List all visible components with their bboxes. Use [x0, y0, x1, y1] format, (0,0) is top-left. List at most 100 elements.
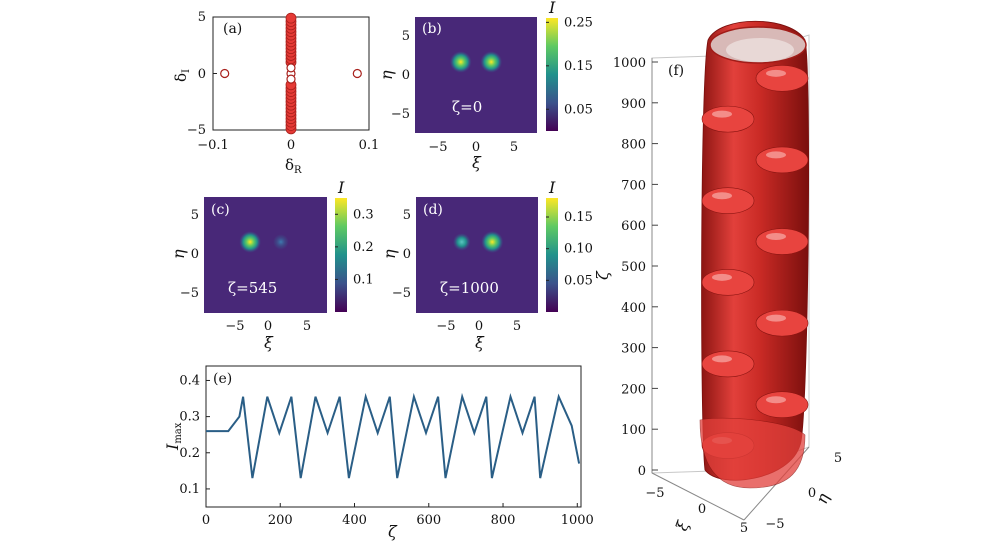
panel-f-ztick-label: 400: [621, 301, 646, 316]
colorbar-tick-label: 0.25: [564, 15, 593, 30]
tube-highlight: [766, 396, 786, 404]
panel-f-ztick-label: 600: [621, 219, 646, 234]
panel-a-marks: [212, 12, 370, 135]
panel-b-heatmap: [415, 17, 537, 133]
panel-f-zlabel: ζ: [593, 270, 612, 280]
panel-b-ylabel: η: [377, 70, 396, 80]
panel-f-ztick-label: 500: [621, 260, 646, 275]
panel-f-ztick-label: 800: [621, 138, 646, 153]
colorbar-tick-label: 0.05: [564, 273, 593, 288]
panel-a-ytick-top: 5: [198, 10, 206, 25]
panel-b-colorbar: [546, 18, 558, 131]
panel-f-ztick-label: 300: [621, 342, 646, 357]
panel-f-ztick-label: 900: [621, 97, 646, 112]
panel-b-ytick-top: 5: [402, 29, 410, 44]
panel-d-caption: ζ=1000: [440, 279, 499, 297]
tube-lobe: [755, 309, 809, 337]
panel-a-xtick-left: −0.1: [197, 138, 229, 153]
colorbar-tick-label: 0.15: [564, 210, 593, 225]
panel-a-ylabel: δI: [172, 69, 192, 82]
panel-f-ticks: 0 100 200 300 400 500 600 700 800 900 1000 −5 0 5 −5 0 5: [613, 56, 842, 536]
scatter-point-open: [220, 68, 230, 79]
panel-b-xtick-right: 5: [510, 140, 518, 155]
tube-bottom: [699, 417, 806, 489]
scatter-point-open: [286, 74, 296, 84]
panel-d-heatmap: [416, 197, 538, 313]
tube-lobe: [701, 269, 755, 296]
tube-lobe: [755, 65, 809, 92]
panel-f-ytick-label: −5: [765, 517, 784, 532]
tube-lobe: [755, 228, 809, 255]
panel-b-ytick-mid: 0: [402, 68, 410, 83]
panel-c-ylabel: η: [169, 249, 188, 259]
tube-highlight: [712, 273, 732, 281]
panel-b-xlabel: ξ: [472, 153, 482, 172]
panel-e-xtick-label: 800: [491, 513, 516, 528]
panel-d-xlabel: ξ: [475, 333, 485, 352]
panel-d-xtick-left: −5: [436, 319, 455, 334]
panel-e-frame: [205, 365, 582, 508]
panel-c: (c) ζ=545 I 0.3 0.2 0.1 5 0 −5 −5 0 5 ξ η: [169, 178, 374, 352]
panel-f-ytick-label: 0: [808, 486, 816, 501]
panel-c-spots: [239, 231, 289, 253]
panel-e-ytick-label: 0.1: [179, 482, 200, 497]
tube-lobe: [701, 350, 755, 378]
tube-highlight: [712, 110, 732, 118]
scatter-point-open: [286, 63, 296, 73]
panel-c-caption: ζ=545: [228, 279, 277, 297]
tube-highlight: [766, 151, 786, 159]
colorbar-tick-label: 0.15: [564, 59, 593, 74]
panel-e-xtick-label: 0: [202, 513, 210, 528]
tube-highlight: [766, 69, 786, 77]
panel-b-caption: ζ=0: [452, 98, 482, 116]
panel-d-colorbar-label: I: [548, 178, 556, 197]
panel-b-label: (b): [422, 21, 442, 37]
panel-f-ztick-label: 100: [621, 423, 646, 438]
panel-d-colorbar-ticks: 0.15 0.10 0.05: [546, 210, 593, 288]
panel-f-xtick-label: −5: [645, 486, 664, 501]
panel-b-colorbar-ticks: 0.25 0.15 0.05: [546, 15, 593, 117]
panel-d-xtick-right: 5: [513, 319, 521, 334]
panel-f-label: (f): [668, 63, 684, 79]
tube-lobe: [701, 187, 755, 215]
panel-c-xtick-mid: 0: [264, 319, 272, 334]
panel-f: 0 100 200 300 400 500 600 700 800 900 1000 −5 0 5 −5 0 5…: [593, 20, 842, 536]
panel-f-ytick-label: 5: [834, 451, 842, 466]
panel-f-ztick-label: 200: [621, 382, 646, 397]
tube-top-inner: [726, 38, 794, 62]
panel-b-xtick-mid: 0: [472, 140, 480, 155]
panel-b-spots: [449, 51, 503, 73]
panel-c-colorbar: [335, 198, 347, 312]
panel-a: (a) 5 0 −5 −0.1 0 0.1 δR δI: [172, 10, 379, 176]
panel-d-label: (d): [423, 202, 443, 218]
panel-e-series-line: [206, 392, 581, 479]
panel-b: (b) ζ=0 I 0.25 0.15 0.05 5 0 −5 −5 0 5 ξ η: [377, 0, 593, 172]
panel-c-xtick-right: 5: [303, 319, 311, 334]
panel-d-ytick-mid: 0: [403, 247, 411, 262]
tube-highlight: [766, 314, 786, 322]
panel-f-box-edge: [651, 472, 745, 521]
panel-c-xlabel: ξ: [264, 333, 274, 352]
panel-a-label: (a): [223, 21, 242, 37]
panel-f-ztick-label: 700: [621, 178, 646, 193]
panel-c-ytick-top: 5: [191, 208, 199, 223]
tube-highlight: [766, 233, 786, 241]
panel-c-label: (c): [211, 202, 230, 218]
panel-e-xtick-label: 600: [416, 513, 441, 528]
panel-e-ylabel: Imax: [163, 422, 184, 451]
panel-f-ztick-label: 1000: [613, 56, 646, 71]
panel-f-surface: [699, 20, 809, 489]
panel-c-colorbar-label: I: [337, 178, 345, 197]
intensity-spot: [449, 51, 472, 73]
intensity-spot: [273, 234, 289, 250]
panel-d: (d) ζ=1000 I 0.150.100.05 5 0 −5 −5 0 5 …: [380, 178, 593, 352]
panel-b-xtick-left: −5: [428, 140, 447, 155]
panel-b-ytick-bottom: −5: [391, 107, 410, 122]
panel-a-ytick-mid: 0: [198, 67, 206, 82]
panel-b-colorbar-label: I: [548, 0, 556, 17]
scatter-point: [285, 12, 297, 24]
panel-a-xlabel: δR: [285, 156, 302, 176]
panel-e-xtick-label: 400: [342, 513, 367, 528]
intensity-spot: [480, 51, 503, 73]
panel-d-xtick-mid: 0: [475, 319, 483, 334]
